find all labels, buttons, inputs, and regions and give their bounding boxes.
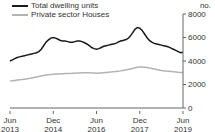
svg-text:Dec2017: Dec2017: [131, 116, 149, 132]
svg-text:2000: 2000: [188, 80, 206, 89]
svg-text:4000: 4000: [188, 57, 206, 66]
svg-text:Jun2013: Jun2013: [8, 116, 19, 132]
html-text:Private sector Houses: Private sector Houses: [31, 10, 110, 19]
svg-text:Jun2019: Jun2019: [174, 116, 192, 132]
html-text:no.: no.: [199, 1, 211, 10]
svg-text:0: 0: [188, 104, 193, 113]
svg-text:8000: 8000: [188, 10, 206, 19]
svg-text:6000: 6000: [188, 33, 206, 42]
html-text:Total dwelling units: Total dwelling units: [31, 1, 99, 10]
svg-text:Dec2014: Dec2014: [44, 116, 62, 132]
svg-text:Jun2016: Jun2016: [88, 116, 106, 132]
